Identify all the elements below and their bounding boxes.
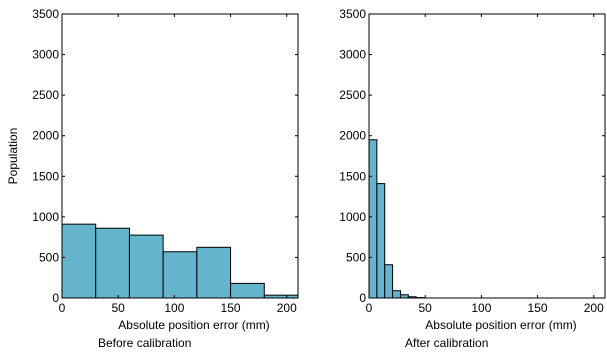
histogram-bar bbox=[368, 139, 378, 299]
x-tick-label: 0 bbox=[366, 301, 373, 315]
y-tick-label: 3000 bbox=[339, 48, 366, 62]
histogram-bar bbox=[230, 282, 265, 299]
panel-caption: After calibration bbox=[405, 336, 488, 350]
axes-box bbox=[368, 13, 606, 299]
x-tick-label: 200 bbox=[584, 301, 604, 315]
x-tick-label: 200 bbox=[277, 301, 297, 315]
x-tick-label: 0 bbox=[59, 301, 66, 315]
panel-caption: Before calibration bbox=[98, 336, 191, 350]
y-tick-label: 1500 bbox=[339, 169, 366, 183]
histogram-before-calibration: 0 50 100 150 2000500100015002000250030003500… bbox=[6, 7, 299, 350]
x-tick-label: 50 bbox=[112, 301, 126, 315]
x-tick-label: 150 bbox=[528, 301, 548, 315]
histogram-bar bbox=[196, 246, 232, 299]
histogram-bar bbox=[384, 264, 394, 299]
y-tick-label: 2000 bbox=[339, 129, 366, 143]
axes-box bbox=[61, 13, 299, 299]
x-axis-label: Absolute position error (mm) bbox=[425, 318, 576, 332]
histogram-after-calibration: 0 50 100 150 2000500100015002000250030003500… bbox=[339, 7, 606, 350]
x-tick-label: 100 bbox=[164, 301, 184, 315]
histogram-bar bbox=[95, 227, 130, 299]
histogram-bar bbox=[392, 290, 401, 299]
y-tick-label: 1000 bbox=[32, 210, 59, 224]
y-tick-label: 500 bbox=[346, 250, 366, 264]
histogram-bar bbox=[376, 183, 386, 299]
y-tick-label: 0 bbox=[359, 291, 366, 305]
y-tick-label: 0 bbox=[52, 291, 59, 305]
y-tick-label: 3500 bbox=[339, 7, 366, 21]
y-tick-label: 2000 bbox=[32, 129, 59, 143]
y-tick-label: 2500 bbox=[32, 88, 59, 102]
x-tick-label: 50 bbox=[419, 301, 433, 315]
x-axis-label: Absolute position error (mm) bbox=[118, 318, 269, 332]
x-tick-label: 100 bbox=[471, 301, 491, 315]
y-tick-label: 3500 bbox=[32, 7, 59, 21]
y-tick-label: 1500 bbox=[32, 169, 59, 183]
x-tick-label: 150 bbox=[221, 301, 241, 315]
y-tick-label: 3000 bbox=[32, 48, 59, 62]
y-axis-label: Population bbox=[6, 128, 20, 185]
histogram-bar bbox=[162, 251, 198, 299]
y-tick-label: 500 bbox=[39, 250, 59, 264]
histogram-bar bbox=[61, 223, 97, 299]
y-tick-label: 2500 bbox=[339, 88, 366, 102]
histogram-bar bbox=[128, 234, 164, 299]
y-tick-label: 1000 bbox=[339, 210, 366, 224]
